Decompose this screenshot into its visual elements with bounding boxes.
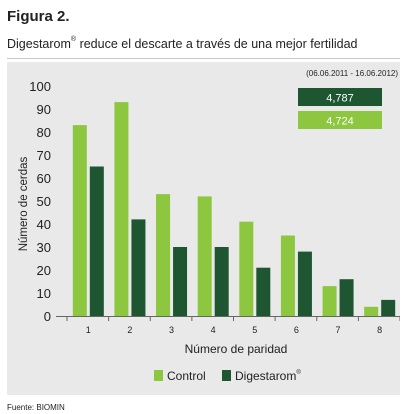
bar-control [239, 221, 254, 316]
legend-swatch-digestarom [222, 370, 231, 381]
y-tick-label: 60 [37, 171, 51, 186]
value-box-digestarom [298, 88, 382, 106]
bar-digestarom [256, 267, 271, 316]
y-tick-label: 30 [37, 240, 51, 255]
bar-control [322, 286, 337, 316]
x-tick-label: 6 [294, 325, 299, 335]
title-divider [7, 58, 400, 59]
bar-control [280, 235, 295, 316]
y-tick-label: 10 [37, 286, 51, 301]
y-tick-label: 0 [44, 309, 51, 324]
date-range-label: (06.06.2011 - 16.06.2012) [306, 69, 398, 78]
bar-digestarom [173, 247, 188, 316]
x-tick-label: 2 [127, 325, 132, 335]
bar-control [72, 125, 87, 316]
bar-control [364, 306, 379, 316]
bar-digestarom [131, 219, 146, 316]
bar-control [114, 102, 129, 316]
x-tick-label: 7 [336, 325, 341, 335]
y-tick-label: 40 [37, 217, 51, 232]
x-tick-label: 3 [169, 325, 174, 335]
y-tick-label: 20 [37, 263, 51, 278]
legend-swatch-control [154, 370, 163, 381]
subtitle-registered-mark: ® [70, 36, 77, 43]
bar-digestarom [214, 247, 229, 316]
bar-digestarom [339, 279, 354, 316]
source-note: Fuente: BIOMIN [7, 403, 65, 412]
bar-control [197, 196, 212, 316]
x-tick-label: 8 [377, 325, 382, 335]
bar-control [156, 194, 171, 316]
legend-registered-mark: ® [296, 369, 301, 376]
x-tick-label: 5 [252, 325, 257, 335]
value-box-control [298, 111, 382, 129]
legend-label: Digestarom® [235, 369, 301, 383]
chart-legend: Control Digestarom® [154, 369, 301, 383]
y-tick-label: 80 [37, 125, 51, 140]
y-tick-label: 50 [37, 194, 51, 209]
x-tick-label: 1 [86, 325, 91, 335]
value-box-label: 4,724 [326, 116, 354, 128]
bar-digestarom [89, 166, 104, 316]
subtitle-rest: reduce el descarte a través de una mejor… [76, 37, 358, 51]
y-tick-label: 90 [37, 102, 51, 117]
figure-subtitle: Digestarom® reduce el descarte a través … [7, 36, 358, 51]
figure-label: Figura 2. [7, 8, 70, 25]
bar-digestarom [297, 251, 312, 316]
y-axis-title: Número de cerdas [18, 156, 30, 251]
x-axis-title: Número de paridad [185, 342, 288, 356]
y-tick-label: 100 [29, 79, 51, 94]
subtitle-brand: Digestarom [7, 37, 71, 51]
y-tick-label: 70 [37, 148, 51, 163]
bar-chart: (06.06.2011 - 16.06.2012) 4,787 4,724 0 10… [18, 69, 400, 383]
legend-label: Control [167, 369, 206, 383]
bar-digestarom [381, 299, 396, 316]
x-tick-label: 4 [211, 325, 216, 335]
chart-panel: (06.06.2011 - 16.06.2012) 4,787 4,724 0 10… [7, 62, 400, 395]
value-box-label: 4,787 [326, 93, 354, 105]
